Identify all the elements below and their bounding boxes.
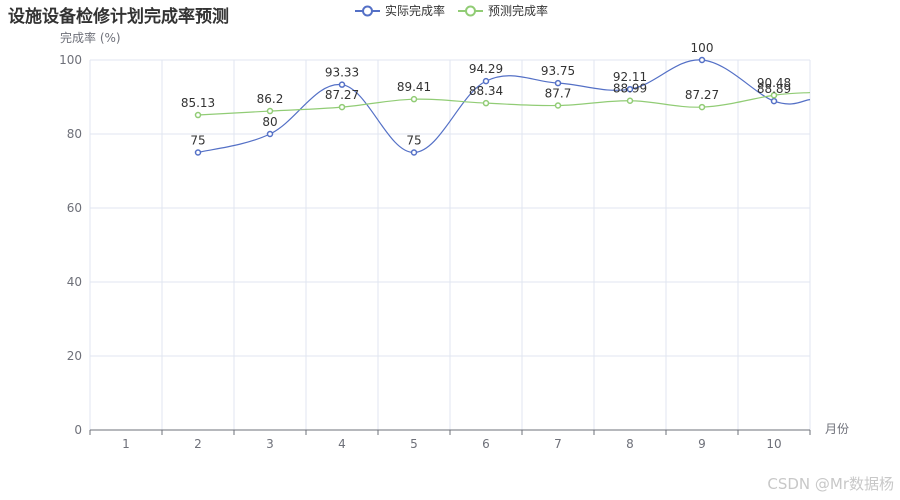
data-point	[626, 85, 634, 93]
y-axis-label: 完成率 (%)	[60, 30, 121, 45]
x-tick-label: 2	[194, 437, 202, 451]
data-label: 87.7	[545, 87, 572, 101]
x-tick-label: 5	[410, 437, 418, 451]
data-point	[482, 99, 490, 107]
y-tick-label: 100	[59, 53, 82, 67]
x-tick-label: 8	[626, 437, 634, 451]
x-tick-label: 7	[554, 437, 562, 451]
data-label: 88.89	[757, 82, 791, 96]
data-label: 89.41	[397, 80, 431, 94]
data-point	[338, 103, 346, 111]
data-label: 93.33	[325, 66, 359, 80]
data-label: 93.75	[541, 64, 575, 78]
data-label: 100	[691, 41, 714, 55]
y-tick-label: 0	[74, 423, 82, 437]
data-label: 87.27	[325, 88, 359, 102]
series-line-2	[197, 91, 811, 116]
data-point	[410, 149, 418, 156]
data-point	[194, 149, 202, 156]
x-tick-label: 3	[266, 437, 274, 451]
x-tick-label: 4	[338, 437, 346, 451]
data-label: 94.29	[469, 62, 503, 76]
y-tick-label: 40	[67, 275, 82, 289]
data-label: 75	[190, 134, 205, 148]
data-label: 88.99	[613, 82, 647, 96]
x-axis-label: 月份	[825, 422, 849, 436]
data-point	[266, 130, 274, 138]
chart-title: 设施设备检修计划完成率预测	[8, 7, 229, 27]
data-point	[266, 107, 274, 115]
data-point	[626, 97, 634, 104]
data-point	[554, 79, 562, 87]
legend-marker	[465, 5, 476, 17]
data-label: 88.34	[469, 84, 503, 98]
legend-label: 预测完成率	[488, 3, 548, 18]
data-label: 86.2	[257, 92, 284, 106]
data-label: 92.11	[613, 70, 647, 84]
legend[interactable]: 实际完成率 预测完成率	[355, 3, 548, 18]
data-point	[482, 77, 490, 85]
data-point	[698, 56, 706, 64]
data-point	[698, 103, 706, 111]
data-label: 80	[262, 115, 277, 129]
legend-marker	[362, 5, 373, 17]
legend-label: 实际完成率	[385, 3, 445, 18]
data-point	[770, 97, 778, 105]
data-point	[194, 111, 202, 119]
series-layer	[194, 56, 811, 156]
x-tick-label: 6	[482, 437, 490, 451]
y-tick-label: 80	[67, 127, 82, 141]
data-label: 75	[406, 134, 421, 148]
watermark: CSDN @Mr数据杨	[767, 475, 894, 493]
data-labels: 75 80 93.33 75 94.29 93.75 92.11 100 88.89 85.13 8…	[181, 41, 791, 148]
y-tick-label: 20	[67, 349, 82, 363]
data-label: 90.48	[757, 76, 791, 90]
data-label: 87.27	[685, 88, 719, 102]
data-point	[554, 102, 562, 109]
series-line-1	[197, 59, 811, 154]
legend-item-2[interactable]: 预测完成率	[458, 3, 548, 18]
legend-item-1[interactable]: 实际完成率	[355, 3, 445, 18]
data-point	[338, 81, 346, 88]
data-point	[410, 95, 418, 103]
data-point	[770, 91, 778, 99]
grid-lines	[89, 59, 811, 430]
x-tick-label: 9	[698, 437, 706, 451]
y-tick-label: 60	[67, 201, 82, 215]
x-tick-label: 1	[122, 437, 130, 451]
axes: 0 20 40 60 80 100 1 2 3 4 5 6 7 8 9 10	[59, 53, 811, 451]
x-tick-label: 10	[766, 437, 781, 451]
data-label: 85.13	[181, 96, 215, 110]
